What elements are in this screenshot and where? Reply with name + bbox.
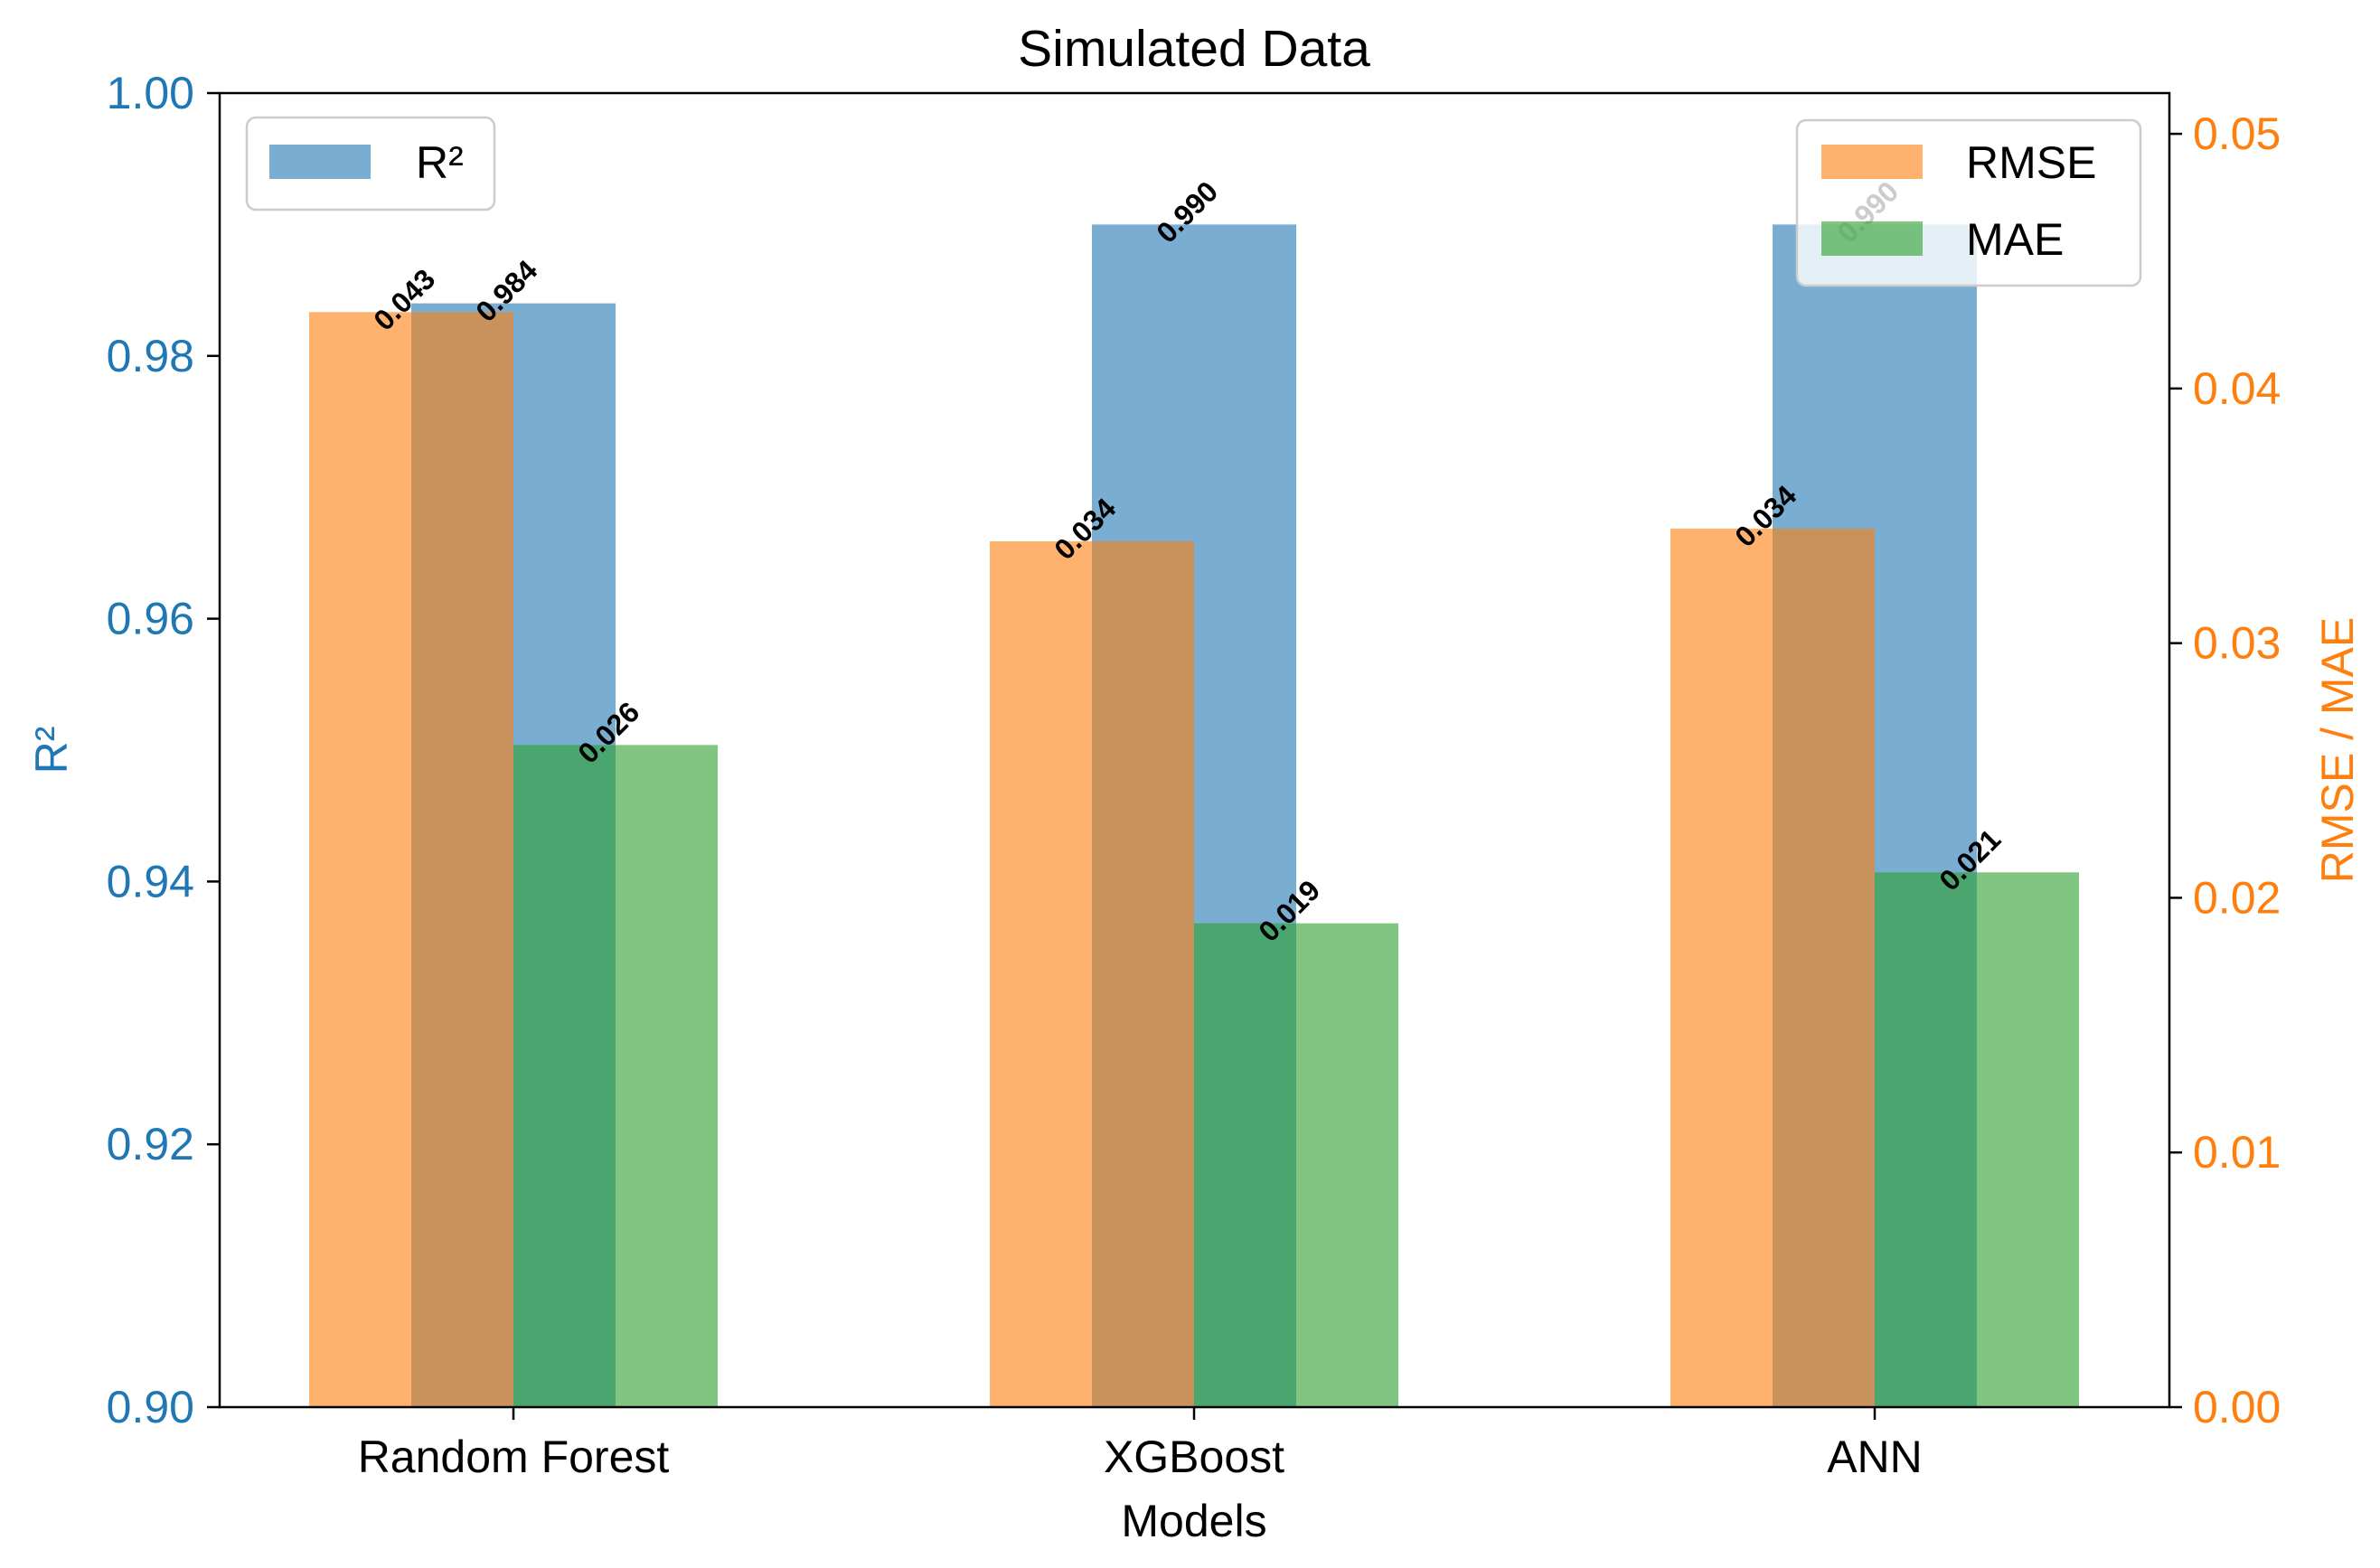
right-y-axis: 0.00 0.01 0.02 0.03 0.04 0.05	[2169, 108, 2281, 1432]
left-axis-tick-label: 0.90	[107, 1382, 194, 1432]
left-axis-tick-label: 0.92	[107, 1119, 194, 1169]
right-axis-label: RMSE / MAE	[2312, 617, 2363, 883]
x-tick-label-ann: ANN	[1827, 1432, 1923, 1482]
legend-right: RMSE MAE	[1795, 118, 2142, 287]
legend-rmse-label: RMSE	[1966, 137, 2096, 188]
mae-bar-xgboost	[1194, 923, 1398, 1407]
right-axis-tick-label: 0.00	[2193, 1382, 2281, 1432]
right-axis-tick-label: 0.01	[2193, 1127, 2281, 1178]
legend-r2-swatch	[269, 145, 371, 179]
right-axis-tick-label: 0.04	[2193, 363, 2281, 414]
right-axis-tick-label: 0.02	[2193, 872, 2281, 923]
legend-r2-label: R²	[416, 137, 464, 188]
rmse-bar-xgboost	[990, 540, 1194, 1407]
mae-bar-ann	[1875, 872, 2079, 1407]
legend-rmse-swatch	[1821, 145, 1923, 179]
bars-layer	[309, 224, 2079, 1407]
legend-left: R²	[245, 116, 496, 211]
right-axis-tick-label: 0.03	[2193, 618, 2281, 669]
left-axis-tick-label: 0.96	[107, 594, 194, 644]
rmse-bar-random-forest	[309, 312, 513, 1407]
left-y-axis: 0.90 0.92 0.94 0.96 0.98 1.00	[107, 68, 220, 1432]
mae-bar-random-forest	[513, 745, 718, 1407]
x-tick-label-random-forest: Random Forest	[358, 1432, 670, 1482]
left-axis-tick-label: 1.00	[107, 68, 194, 118]
legend-mae-swatch	[1821, 221, 1923, 256]
right-axis-tick-label: 0.05	[2193, 108, 2281, 159]
chart-title: Simulated Data	[1018, 20, 1370, 78]
x-tick-label-xgboost: XGBoost	[1104, 1432, 1284, 1482]
left-axis-tick-label: 0.94	[107, 856, 194, 906]
rmse-bar-ann	[1670, 528, 1875, 1407]
legend-mae-label: MAE	[1966, 214, 2064, 265]
x-axis-label: Models	[1121, 1496, 1266, 1546]
x-axis: Random Forest XGBoost ANN	[358, 1407, 1923, 1482]
left-axis-tick-label: 0.98	[107, 331, 194, 381]
left-axis-label: R²	[26, 727, 77, 775]
